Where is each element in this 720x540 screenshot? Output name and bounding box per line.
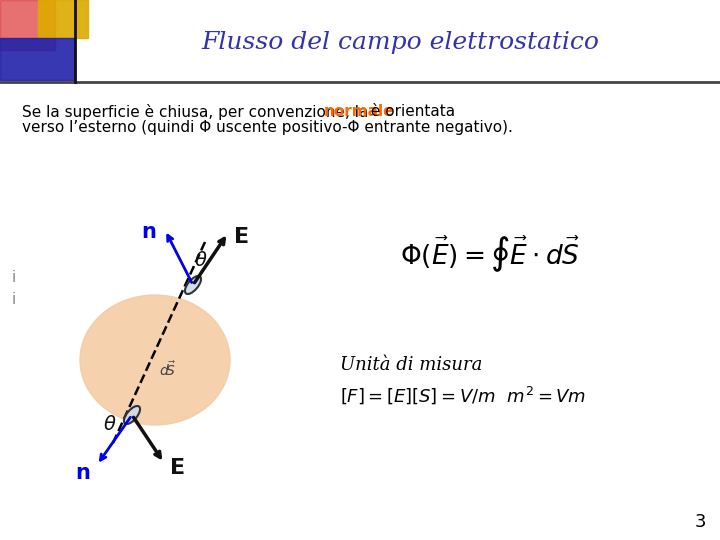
Text: i: i xyxy=(12,271,16,286)
Text: normale: normale xyxy=(323,104,394,119)
Text: Flusso del campo elettrostatico: Flusso del campo elettrostatico xyxy=(201,30,599,53)
Text: $\theta$: $\theta$ xyxy=(194,252,208,271)
Text: E: E xyxy=(171,458,186,478)
Ellipse shape xyxy=(185,276,201,294)
Text: Unità di misura: Unità di misura xyxy=(340,356,482,374)
Bar xyxy=(0,38,75,80)
Text: E: E xyxy=(235,227,250,247)
Text: i: i xyxy=(12,293,16,307)
Text: Se la superficie è chiusa, per convenzione, la: Se la superficie è chiusa, per convenzio… xyxy=(22,104,373,120)
Text: n: n xyxy=(76,463,91,483)
Bar xyxy=(38,0,88,38)
Text: $d\!\vec{S}$: $d\!\vec{S}$ xyxy=(158,361,176,379)
Bar xyxy=(0,0,55,50)
Text: è orientata: è orientata xyxy=(366,104,456,119)
Ellipse shape xyxy=(124,406,140,424)
Text: $[F]=[E][S] = V/m \ \ m^2= Vm$: $[F]=[E][S] = V/m \ \ m^2= Vm$ xyxy=(340,384,586,406)
Text: verso l’esterno (quindi Φ uscente positivo-Φ entrante negativo).: verso l’esterno (quindi Φ uscente positi… xyxy=(22,120,513,135)
Text: $\Phi(\vec{E}) = \oint \vec{E} \cdot d\vec{S}$: $\Phi(\vec{E}) = \oint \vec{E} \cdot d\v… xyxy=(400,235,580,275)
Text: $\theta$: $\theta$ xyxy=(103,415,117,435)
Ellipse shape xyxy=(80,295,230,425)
Text: 3: 3 xyxy=(694,513,706,531)
Text: n: n xyxy=(142,222,156,242)
